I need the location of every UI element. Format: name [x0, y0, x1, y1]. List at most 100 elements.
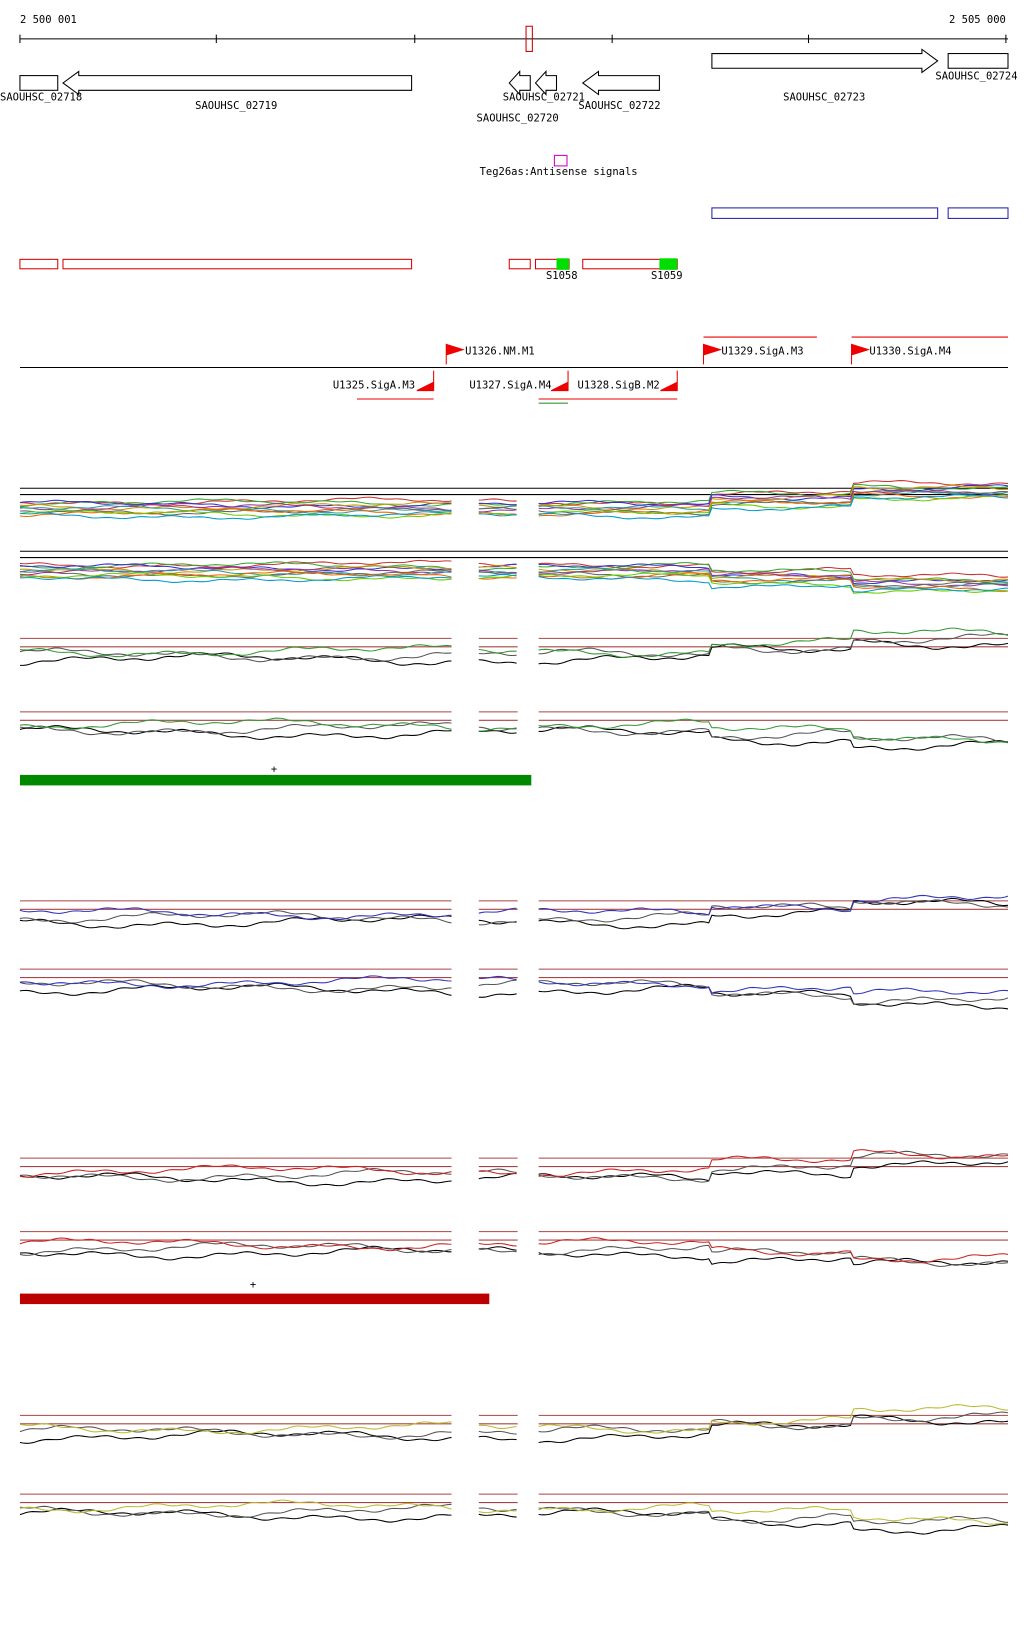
browser-content: 2 500 001 2 505 000 SAOUHSC_02718 SAOUHS…	[0, 14, 1018, 1535]
promoter-label: U1329.SigA.M3	[721, 346, 803, 358]
signal-trace	[19, 1245, 452, 1261]
signal-trace	[478, 574, 517, 580]
signal-trace	[538, 576, 1009, 593]
signal-trace	[538, 484, 1009, 511]
signal-trace	[19, 566, 452, 576]
signal-trace	[478, 1424, 517, 1429]
signal-trace	[538, 980, 1009, 995]
signal-trace	[19, 644, 452, 658]
signal-trace	[538, 572, 1009, 594]
signal-trace	[19, 572, 452, 582]
segment-bar	[19, 774, 532, 786]
signal-trace	[478, 577, 517, 580]
signal-trace	[478, 498, 517, 502]
signal-trace	[19, 511, 452, 520]
signal-trace	[478, 506, 517, 510]
ruler-start: 2 500 001	[20, 14, 77, 26]
signal-trace	[538, 639, 1009, 665]
promoter-label: U1328.SigB.M2	[578, 379, 660, 391]
signal-trace	[478, 649, 517, 654]
gene-label: SAOUHSC_02721	[503, 92, 585, 104]
signal-trace	[19, 1241, 452, 1256]
signal-label: S1058	[546, 270, 578, 282]
signal-trace	[478, 920, 517, 926]
signal-trace	[478, 1430, 517, 1435]
signal-trace	[19, 509, 452, 519]
ruler-ticks	[19, 34, 1007, 44]
gene-label: SAOUHSC_02718	[0, 92, 82, 104]
signal-trace	[19, 575, 452, 583]
signal-trace	[478, 1435, 517, 1441]
antisense-box	[553, 154, 568, 167]
promoter-label: U1326.NM.M1	[465, 346, 535, 358]
signal-trace	[538, 1506, 1009, 1525]
signal-trace	[19, 1168, 452, 1183]
signal-trace	[538, 725, 1009, 751]
signal-box	[556, 258, 570, 270]
gene-label: SAOUHSC_02723	[783, 92, 865, 104]
signal-trace	[538, 1244, 1009, 1267]
gene-arrows	[19, 48, 1009, 96]
signal-trace	[538, 1404, 1009, 1434]
segment-marker: +	[271, 764, 277, 776]
promoter-label: U1330.SigA.M4	[869, 346, 951, 358]
signal-trace	[19, 1421, 452, 1435]
signal-trace	[478, 727, 517, 732]
signal-trace	[19, 1429, 452, 1444]
signal-trace	[19, 725, 452, 740]
signal-trace	[478, 659, 517, 664]
signal-trace	[538, 562, 1009, 583]
signal-trace	[538, 1150, 1009, 1183]
promoter-label: U1327.SigA.M4	[469, 379, 551, 391]
signal-trace	[19, 975, 452, 989]
signal-trace	[538, 494, 1009, 520]
signal-trace	[478, 1242, 517, 1247]
signal-label: S1059	[651, 270, 683, 282]
signal-trace	[478, 907, 517, 914]
signal-trace	[478, 975, 517, 980]
signal-trace	[538, 718, 1009, 744]
signal-trace	[478, 509, 517, 513]
segment-marker: +	[250, 1279, 256, 1291]
signal-trace	[478, 1247, 517, 1253]
signal-trace	[19, 564, 452, 574]
signal-trace	[538, 979, 1009, 1006]
expression-tracks	[19, 480, 1009, 1535]
gene-label: SAOUHSC_02724	[935, 71, 1017, 83]
signal-trace	[478, 993, 517, 998]
signal-trace	[19, 1237, 452, 1252]
signal-trace	[19, 506, 452, 516]
signal-trace	[478, 567, 517, 571]
signal-trace	[19, 1164, 452, 1178]
signal-trace	[478, 573, 517, 577]
signal-trace	[478, 513, 517, 517]
view-marker	[525, 25, 533, 52]
signal-trace	[478, 1172, 517, 1180]
signal-trace	[538, 632, 1009, 658]
signal-trace	[478, 1513, 517, 1518]
signal-trace	[19, 910, 452, 924]
signal-trace	[538, 983, 1009, 1010]
signal-trace	[19, 647, 452, 663]
signal-trace	[478, 502, 517, 506]
signal-trace	[19, 1424, 452, 1440]
signal-trace	[19, 982, 452, 996]
signal-trace	[19, 717, 452, 730]
signal-trace	[478, 571, 517, 575]
signal-trace	[19, 1172, 452, 1187]
signal-trace	[538, 1411, 1009, 1433]
signal-trace	[19, 1503, 452, 1518]
signal-trace	[538, 489, 1009, 511]
transcript-boxes	[19, 258, 678, 270]
gene-label: SAOUHSC_02720	[477, 113, 559, 125]
signal-trace	[538, 627, 1009, 658]
signal-trace	[19, 1507, 452, 1523]
signal-trace	[19, 508, 452, 518]
antisense-label: Teg26as:Antisense signals	[480, 166, 638, 178]
promoter-label: U1325.SigA.M3	[333, 379, 415, 391]
gene-label: SAOUHSC_02722	[578, 100, 660, 112]
signal-box	[659, 258, 678, 270]
signal-trace	[538, 1149, 1009, 1177]
signal-trace	[478, 1170, 517, 1175]
